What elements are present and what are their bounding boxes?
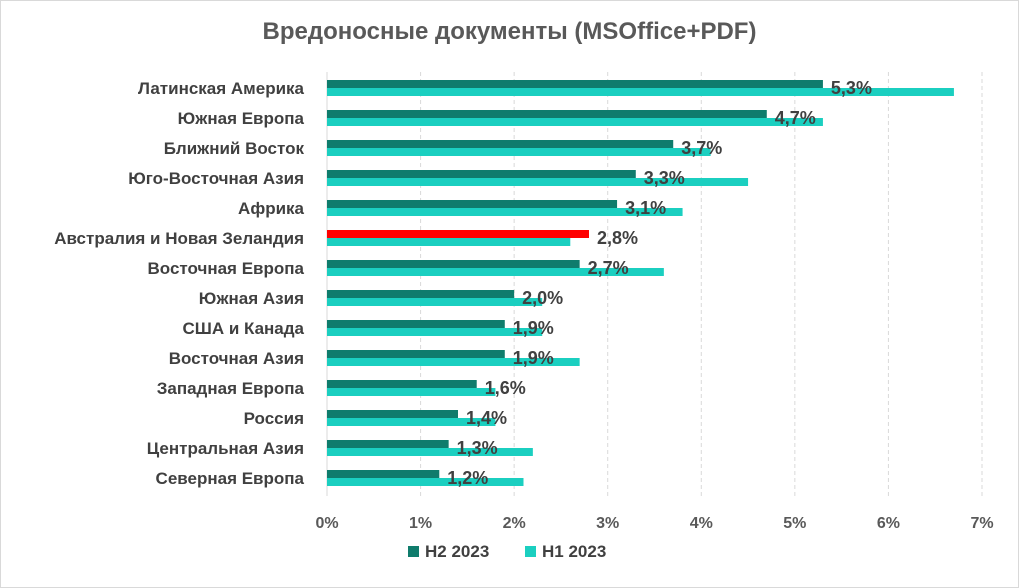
category-label: Южная Европа	[178, 109, 305, 128]
bar-h1-2023	[327, 448, 533, 456]
x-tick-label: 6%	[877, 515, 900, 532]
bar-h2-2023	[327, 260, 580, 268]
category-label: Ближний Восток	[164, 139, 305, 158]
category-label: Западная Европа	[157, 379, 305, 398]
data-label: 3,3%	[644, 168, 685, 188]
category-label: Восточная Азия	[169, 349, 304, 368]
bar-h1-2023	[327, 208, 683, 216]
bar-h1-2023	[327, 418, 496, 426]
category-label: Латинская Америка	[138, 79, 305, 98]
bar-h2-2023	[327, 110, 767, 118]
x-tick-label: 3%	[596, 515, 619, 532]
bar-h1-2023	[327, 118, 823, 126]
bar-h2-2023	[327, 470, 440, 478]
bar-h2-2023	[327, 200, 618, 208]
x-tick-label: 5%	[783, 515, 806, 532]
x-tick-label: 0%	[315, 515, 338, 532]
legend-label: H2 2023	[425, 542, 489, 561]
bar-h1-2023	[327, 478, 524, 486]
bar-h1-2023	[327, 178, 749, 186]
bar-h1-2023	[327, 238, 571, 246]
legend-swatch	[525, 546, 536, 557]
data-label: 1,6%	[485, 378, 526, 398]
data-label: 1,4%	[466, 408, 507, 428]
data-label: 1,3%	[457, 438, 498, 458]
data-label: 1,2%	[447, 468, 488, 488]
data-label: 5,3%	[831, 78, 872, 98]
bar-h1-2023	[327, 298, 543, 306]
category-label: Австралия и Новая Зеландия	[54, 229, 304, 248]
data-label: 1,9%	[513, 318, 554, 338]
bar-h2-2023	[327, 350, 505, 358]
chart-title: Вредоносные документы (MSOffice+PDF)	[262, 18, 757, 45]
data-label: 2,7%	[588, 258, 629, 278]
bar-h1-2023	[327, 148, 711, 156]
data-label: 3,7%	[681, 138, 722, 158]
category-label: Россия	[244, 409, 304, 428]
data-label: 2,8%	[597, 228, 638, 248]
bar-h2-2023	[327, 80, 823, 88]
bar-h1-2023	[327, 358, 580, 366]
x-tick-label: 4%	[690, 515, 713, 532]
data-label: 3,1%	[625, 198, 666, 218]
x-tick-label: 2%	[503, 515, 526, 532]
bar-h1-2023	[327, 328, 543, 336]
bar-h2-2023	[327, 140, 674, 148]
bar-h1-2023	[327, 388, 496, 396]
category-label: Юго-Восточная Азия	[128, 169, 304, 188]
x-tick-label: 7%	[970, 515, 993, 532]
bar-h1-2023	[327, 88, 954, 96]
data-label: 2,0%	[522, 288, 563, 308]
bar-h2-2023	[327, 380, 477, 388]
data-label: 4,7%	[775, 108, 816, 128]
legend-swatch	[408, 546, 419, 557]
legend-label: H1 2023	[542, 542, 606, 561]
x-tick-label: 1%	[409, 515, 432, 532]
bar-h1-2023	[327, 268, 664, 276]
data-label: 1,9%	[513, 348, 554, 368]
bar-h2-2023	[327, 170, 636, 178]
bar-h2-2023	[327, 410, 458, 418]
category-label: США и Канада	[182, 319, 304, 338]
category-label: Северная Европа	[156, 469, 305, 488]
category-label: Восточная Европа	[148, 259, 305, 278]
bar-h2-2023	[327, 320, 505, 328]
category-label: Африка	[238, 199, 304, 218]
category-label: Южная Азия	[199, 289, 304, 308]
bar-h2-2023	[327, 290, 515, 298]
bar-h2-2023	[327, 440, 449, 448]
bar-h2-2023-highlight	[327, 230, 589, 238]
category-label: Центральная Азия	[147, 439, 304, 458]
